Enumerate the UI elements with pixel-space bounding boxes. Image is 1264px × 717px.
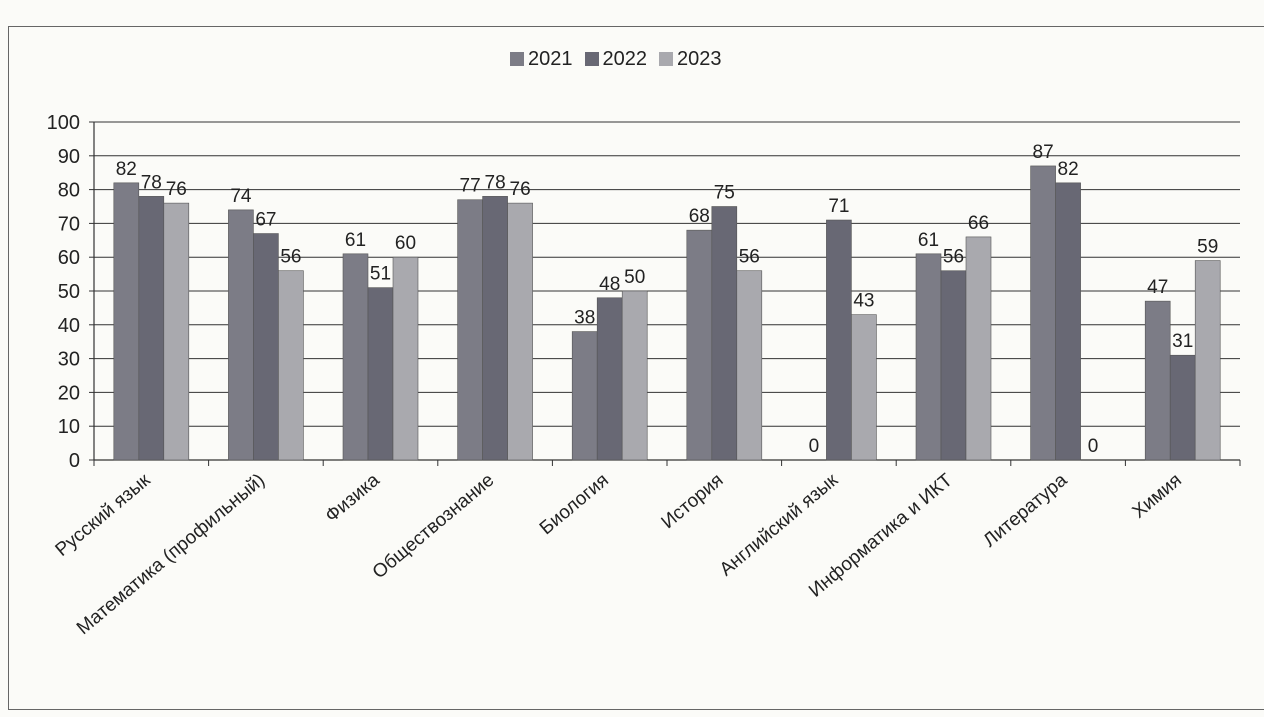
y-tick-label: 0 — [69, 450, 80, 472]
category-label: Литература — [980, 469, 1072, 551]
bar — [342, 253, 369, 461]
category-label: Химия — [1129, 470, 1186, 523]
data-label: 48 — [599, 274, 620, 295]
data-label: 50 — [624, 267, 645, 288]
data-label: 60 — [395, 233, 416, 254]
data-label: 56 — [280, 247, 301, 268]
data-label: 75 — [714, 183, 735, 204]
bar — [113, 182, 140, 461]
category-label: Биология — [536, 470, 613, 539]
category-label: Обществознание — [369, 470, 499, 583]
bar — [163, 202, 190, 461]
y-tick-label: 40 — [58, 315, 80, 337]
data-label: 0 — [1088, 436, 1099, 457]
data-label: 74 — [230, 186, 252, 207]
bar — [392, 256, 419, 461]
data-label: 56 — [739, 247, 760, 268]
y-tick-label: 80 — [58, 180, 80, 202]
bar — [482, 196, 508, 461]
data-label: 56 — [943, 247, 964, 268]
bar — [826, 219, 852, 461]
legend-label-2023: 2023 — [677, 47, 722, 70]
data-label: 87 — [1033, 142, 1054, 163]
bar — [1030, 165, 1056, 461]
category-label: Русский язык — [52, 469, 155, 561]
legend-swatch-2022 — [584, 52, 599, 66]
bar — [711, 206, 738, 461]
bar — [1169, 354, 1196, 461]
bar — [278, 270, 304, 461]
bar — [138, 196, 165, 461]
y-tick-label: 50 — [58, 281, 80, 303]
data-label: 76 — [510, 179, 531, 200]
bar — [457, 199, 483, 461]
bar — [1055, 182, 1081, 461]
legend-label-2021: 2021 — [528, 47, 573, 70]
bar — [940, 270, 967, 461]
chart-frame — [8, 26, 1264, 710]
y-tick-label: 20 — [58, 382, 80, 404]
data-label: 67 — [255, 210, 276, 231]
data-label: 31 — [1172, 331, 1193, 352]
category-label: История — [658, 470, 728, 533]
legend-item-2023: 2023 — [659, 48, 722, 71]
bar — [965, 236, 992, 461]
data-label: 66 — [968, 213, 989, 234]
bar — [571, 331, 598, 461]
y-tick-label: 10 — [58, 416, 80, 438]
data-label: 78 — [141, 172, 162, 193]
category-label: Физика — [321, 469, 384, 526]
bar — [686, 229, 713, 461]
data-label: 51 — [370, 264, 391, 285]
data-label: 68 — [689, 206, 710, 227]
data-label: 38 — [574, 308, 595, 329]
legend-swatch-2021 — [510, 52, 524, 66]
y-tick-label: 90 — [58, 146, 80, 168]
y-tick-label: 70 — [58, 213, 80, 235]
data-label: 43 — [853, 291, 874, 312]
legend-label-2022: 2022 — [602, 47, 648, 70]
data-label: 71 — [828, 196, 849, 217]
bar — [915, 253, 942, 461]
bar — [228, 209, 254, 461]
bar — [851, 314, 877, 461]
bar — [736, 270, 763, 461]
legend-item-2021: 2021 — [510, 48, 573, 71]
data-label: 78 — [485, 172, 506, 193]
data-label: 59 — [1197, 237, 1218, 258]
data-label: 82 — [1058, 159, 1079, 180]
legend-item-2022: 2022 — [584, 47, 648, 71]
category-label: Английский язык — [716, 469, 843, 580]
data-label: 77 — [460, 176, 481, 197]
bar — [253, 233, 279, 461]
chart-legend: 2021 2022 2023 — [510, 46, 722, 72]
data-label: 61 — [345, 230, 366, 251]
legend-swatch-2023 — [659, 52, 673, 66]
bar — [1144, 300, 1171, 461]
bar — [367, 287, 394, 461]
y-tick-label: 60 — [58, 247, 80, 269]
bar — [507, 202, 533, 461]
bar — [596, 297, 623, 461]
category-label: Математика (профильный) — [73, 470, 269, 639]
y-tick-label: 100 — [47, 112, 80, 134]
y-tick-label: 30 — [58, 349, 80, 371]
data-label: 76 — [166, 179, 187, 200]
bar — [1194, 260, 1221, 461]
bar — [621, 290, 648, 461]
data-label: 0 — [809, 436, 820, 457]
data-label: 47 — [1147, 277, 1168, 298]
data-label: 61 — [918, 230, 939, 251]
data-label: 82 — [116, 159, 137, 180]
